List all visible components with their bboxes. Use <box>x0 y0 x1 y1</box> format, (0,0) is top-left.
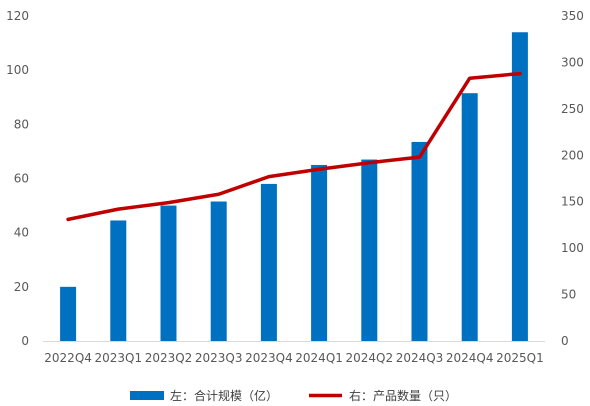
legend-bar-swatch <box>130 391 164 400</box>
x-tick-label: 2024Q4 <box>446 351 494 365</box>
x-tick-label: 2023Q3 <box>195 351 243 365</box>
x-tick-label: 2022Q4 <box>44 351 92 365</box>
bar-series <box>60 32 528 341</box>
left-tick-label: 60 <box>14 172 29 186</box>
x-tick-label: 2024Q1 <box>295 351 343 365</box>
bar <box>160 205 177 341</box>
right-tick-label: 300 <box>561 55 584 69</box>
left-tick-label: 80 <box>14 117 29 131</box>
bar <box>511 32 528 341</box>
x-tick-label: 2023Q2 <box>145 351 193 365</box>
x-tick-label: 2025Q1 <box>496 351 544 365</box>
x-tick-label: 2023Q4 <box>245 351 293 365</box>
bar <box>260 183 277 341</box>
right-tick-label: 200 <box>561 148 584 162</box>
bar <box>361 159 378 341</box>
right-tick-label: 150 <box>561 195 584 209</box>
right-tick-label: 250 <box>561 102 584 116</box>
line-series <box>66 71 522 222</box>
right-tick-label: 350 <box>561 9 584 23</box>
legend: 左：合计规模（亿） 右：产品数量（只） <box>130 388 457 403</box>
bar <box>210 201 227 341</box>
left-tick-label: 0 <box>21 334 29 348</box>
right-tick-label: 0 <box>561 334 569 348</box>
bar <box>60 286 77 341</box>
x-axis-labels: 2022Q4 2023Q1 2023Q2 2023Q3 2023Q4 2024Q1 2024… <box>44 351 543 365</box>
left-tick-label: 120 <box>6 9 29 23</box>
series-line <box>66 71 522 222</box>
x-tick-label: 2023Q1 <box>94 351 142 365</box>
x-tick-label: 2024Q2 <box>345 351 393 365</box>
right-tick-label: 50 <box>561 288 576 302</box>
bar <box>411 141 428 341</box>
left-tick-label: 20 <box>14 280 29 294</box>
left-tick-label: 100 <box>6 63 29 77</box>
x-tick-label: 2024Q3 <box>396 351 444 365</box>
left-tick-label: 40 <box>14 226 29 240</box>
right-tick-label: 100 <box>561 241 584 255</box>
bar <box>110 220 127 341</box>
right-axis: 0 50 100 150 200 250 300 350 <box>561 9 584 348</box>
bar <box>311 164 328 341</box>
legend-line-label: 右：产品数量（只） <box>349 388 457 403</box>
legend-bar-label: 左：合计规模（亿） <box>170 388 278 403</box>
left-axis: 0 20 40 60 80 100 120 <box>6 9 29 348</box>
bar <box>461 93 478 341</box>
